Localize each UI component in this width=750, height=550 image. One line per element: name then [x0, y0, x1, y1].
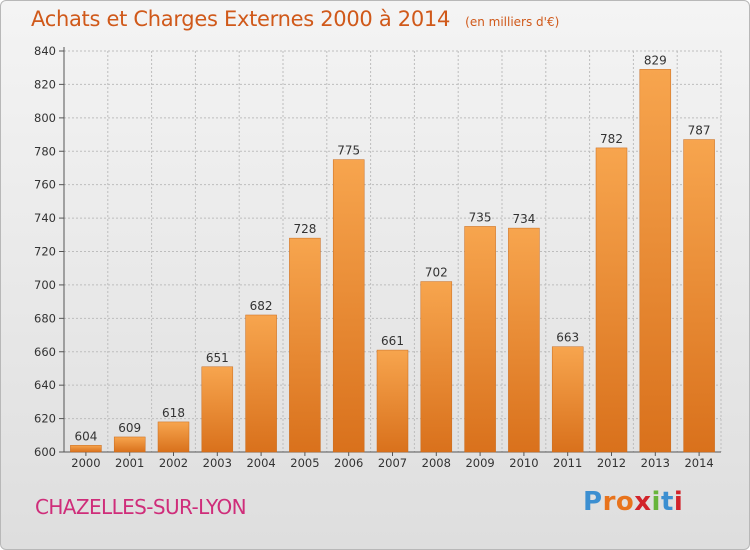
- logo-letter: P: [583, 487, 603, 517]
- x-tick-label-2008: 2008: [422, 456, 451, 470]
- y-tick-label: 820: [34, 77, 56, 91]
- x-tick-label-2007: 2007: [378, 456, 407, 470]
- bar-2008: [420, 281, 453, 453]
- bar-2003: [201, 366, 234, 453]
- chart-title-text: Achats et Charges Externes 2000 à 2014: [31, 7, 451, 31]
- chart-title: Achats et Charges Externes 2000 à 2014 (…: [31, 7, 559, 31]
- bar-2006: [332, 159, 365, 453]
- logo-letter: t: [660, 487, 674, 517]
- value-label-2007: 661: [381, 334, 404, 348]
- bar-2004: [245, 314, 277, 453]
- y-tick-label: 840: [34, 44, 56, 58]
- commune-name: CHAZELLES-SUR-LYON: [35, 495, 247, 519]
- axes: 600 620 640 660 680 700 720 740 760 780 800 820 840 2…: [34, 44, 721, 470]
- x-tick-label-2002: 2002: [159, 456, 188, 470]
- y-tick-label: 640: [34, 378, 56, 392]
- bars: [70, 69, 715, 453]
- y-tick-label: 660: [34, 345, 56, 359]
- value-label-2005: 728: [293, 222, 316, 236]
- value-label-2002: 618: [162, 406, 185, 420]
- value-label-2013: 829: [644, 53, 667, 67]
- value-label-2012: 782: [600, 132, 623, 146]
- logo-letter: r: [602, 487, 616, 517]
- y-tick-label: 680: [34, 311, 56, 325]
- bar-2001: [113, 436, 146, 453]
- x-tick-label-2013: 2013: [641, 456, 670, 470]
- logo-letter: i: [651, 487, 661, 517]
- x-tick-label-2004: 2004: [246, 456, 275, 470]
- bar-2007: [376, 349, 409, 453]
- y-tick-label: 720: [34, 245, 56, 259]
- value-label-2008: 702: [425, 266, 448, 280]
- x-tick-label-2011: 2011: [553, 456, 582, 470]
- chart-unit-text: (en milliers d'€): [465, 15, 560, 29]
- y-tick-label: 620: [34, 412, 56, 426]
- value-label-2000: 604: [74, 429, 97, 443]
- bar-2011: [551, 346, 584, 453]
- value-label-2010: 734: [512, 212, 535, 226]
- x-tick-label-2001: 2001: [115, 456, 144, 470]
- x-tick-label-2010: 2010: [509, 456, 538, 470]
- value-label-2004: 682: [250, 299, 273, 313]
- y-tick-label: 800: [34, 111, 56, 125]
- y-tick-label: 700: [34, 278, 56, 292]
- y-tick-label: 760: [34, 178, 56, 192]
- value-label-2006: 775: [337, 144, 360, 158]
- bar-2014: [683, 139, 715, 453]
- x-tick-label-2009: 2009: [465, 456, 494, 470]
- x-tick-label-2005: 2005: [290, 456, 319, 470]
- logo-letter: o: [615, 487, 635, 517]
- x-tick-label-2014: 2014: [684, 456, 713, 470]
- x-tick-label-2000: 2000: [71, 456, 100, 470]
- value-label-2001: 609: [118, 421, 141, 435]
- x-tick-label-2003: 2003: [203, 456, 232, 470]
- data-labels: 604 609 618 651 682 728 775 661 702 735 734 663 782 8…: [74, 53, 710, 443]
- value-label-2003: 651: [206, 351, 229, 365]
- bar-2002: [157, 421, 190, 453]
- y-tick-label: 740: [34, 211, 56, 225]
- bar-2005: [289, 237, 321, 453]
- y-tick-label: 600: [34, 445, 56, 459]
- bar-2000: [70, 445, 102, 453]
- logo-letter: x: [634, 487, 652, 517]
- x-tick-label-2012: 2012: [597, 456, 626, 470]
- y-tick-label: 780: [34, 144, 56, 158]
- proxiti-logo: Proxiti: [583, 487, 683, 517]
- value-label-2014: 787: [688, 124, 711, 138]
- logo-letter: i: [673, 487, 684, 517]
- bar-2013: [639, 69, 672, 453]
- bar-2009: [464, 226, 496, 453]
- value-label-2011: 663: [556, 331, 579, 345]
- bar-2010: [508, 227, 540, 453]
- bar-2012: [595, 147, 628, 453]
- value-label-2009: 735: [469, 210, 492, 224]
- x-tick-label-2006: 2006: [334, 456, 363, 470]
